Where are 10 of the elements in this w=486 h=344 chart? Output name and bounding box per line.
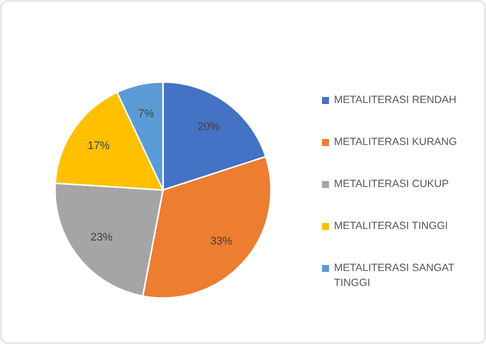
legend-label: METALITERASI KURANG [334,136,457,148]
legend-label: METALITERASI CUKUP [334,178,449,190]
legend-label: METALITERASI RENDAH [334,94,456,106]
data-label: 7% [138,108,154,120]
legend-label: METALITERASI SANGAT TINGGI [334,262,455,289]
data-label: 17% [88,140,110,152]
data-label: 20% [198,120,220,133]
data-label: 23% [90,232,113,244]
data-label: 33% [210,235,233,248]
legend-label: METALITERASI TINGGI [334,220,448,232]
